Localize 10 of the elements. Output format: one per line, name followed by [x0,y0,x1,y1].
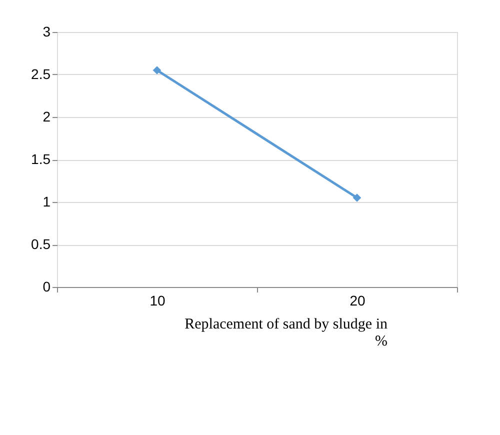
y-tick-label: 0.5 [31,236,51,252]
y-tick-label: 3 [42,24,51,40]
y-tick-label: 1.5 [31,151,51,167]
y-tick-label: 2 [42,108,51,124]
x-tick-label: 20 [350,292,366,308]
y-tick-label: 0 [42,278,51,294]
x-axis-title: Replacement of sand by sludge in % [184,316,388,350]
y-tick-label: 2.5 [31,66,51,82]
y-tick-label: 1 [42,194,51,210]
x-tick-label: 10 [150,292,166,308]
